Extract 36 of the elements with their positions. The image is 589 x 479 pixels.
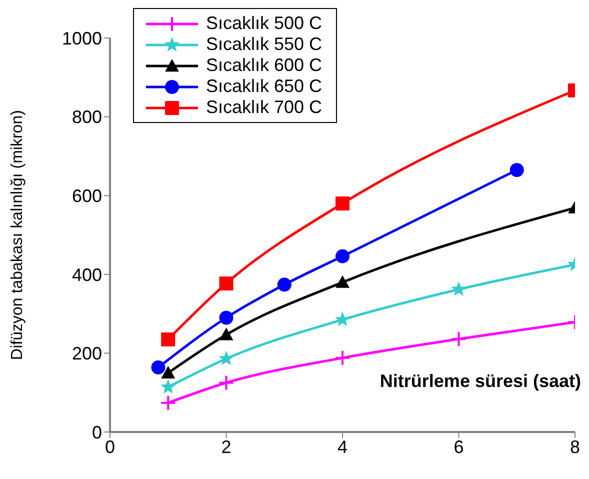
y-tick-label: 0: [92, 422, 102, 442]
point: [277, 278, 292, 292]
point: [450, 331, 467, 348]
point: [219, 310, 234, 325]
y-tick-label: 200: [72, 344, 102, 364]
point: [161, 366, 176, 378]
point: [336, 275, 350, 288]
x-axis-title: Nitrürleme süresi (saat): [380, 371, 581, 392]
point: [451, 281, 466, 296]
point: [218, 350, 234, 366]
point: [219, 276, 234, 290]
point: [336, 249, 350, 264]
point: [160, 394, 176, 411]
y-tick-label: 800: [72, 107, 102, 128]
legend-label: Sıcaklık 550 C: [206, 34, 322, 55]
point: [334, 350, 350, 366]
legend-label: Sıcaklık 500 C: [206, 13, 322, 34]
point: [161, 332, 176, 346]
point: [218, 374, 234, 391]
y-axis-title: Difüzyon tabakası kalınlığı (mikron): [9, 110, 27, 360]
y-tick-label: 1000: [62, 28, 102, 48]
x-tick-label: 2: [221, 436, 232, 457]
point: [160, 379, 176, 394]
point: [510, 162, 524, 177]
x-tick-label: 6: [454, 436, 464, 457]
legend-label: Sıcaklık 700 C: [206, 97, 322, 118]
x-tick-label: 0: [104, 436, 116, 457]
legend-label: Sıcaklık 650 C: [206, 76, 322, 97]
x-tick-label: 8: [570, 436, 580, 457]
x-tick-label: 4: [337, 436, 348, 457]
y-tick-label: 600: [72, 186, 102, 206]
legend-label: Sıcaklık 600 C: [206, 55, 322, 76]
point: [219, 328, 234, 340]
point: [151, 360, 166, 374]
y-tick-label: 400: [72, 264, 102, 285]
point: [336, 196, 350, 210]
